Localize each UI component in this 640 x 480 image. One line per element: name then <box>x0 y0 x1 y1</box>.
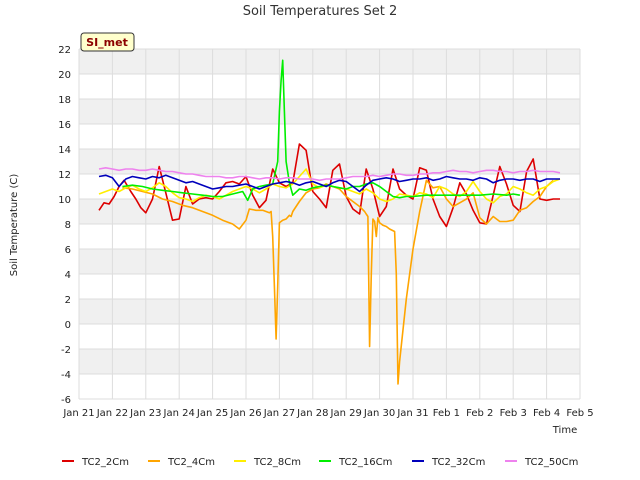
x-tick-label: Feb 5 <box>566 408 593 419</box>
y-tick-label: 14 <box>58 145 71 156</box>
y-tick-label: -6 <box>61 395 71 406</box>
series-line-tc2_2cm <box>98 143 560 228</box>
legend-item-tc2_32cm: TC2_32Cm <box>412 457 485 468</box>
y-tick-label: 12 <box>58 170 71 181</box>
legend-item-tc2_16cm: TC2_16Cm <box>319 457 392 468</box>
y-axis-label: Soil Temperature (C) <box>9 174 20 277</box>
legend-item-tc2_8cm: TC2_8Cm <box>234 457 301 468</box>
series-line-tc2_32cm <box>98 174 560 193</box>
x-tick-label: Feb 3 <box>500 408 527 419</box>
legend: TC2_2Cm TC2_4Cm TC2_8Cm TC2_16Cm TC2_32Cm TC2… <box>62 457 578 468</box>
series-line-tc2_4cm <box>122 179 554 385</box>
legend-item-tc2_2cm: TC2_2Cm <box>62 457 129 468</box>
x-tick-label: Jan 23 <box>129 408 161 419</box>
badge-label: SI_met <box>86 36 128 49</box>
y-tick-label: 4 <box>65 270 71 281</box>
y-tick-label: 16 <box>58 120 71 131</box>
x-tick-label: Jan 26 <box>229 408 261 419</box>
grid-band <box>79 149 580 174</box>
series-line-tc2_16cm <box>122 59 521 202</box>
legend-label: TC2_8Cm <box>253 457 301 468</box>
y-tick-label: -4 <box>61 370 71 381</box>
grid-band <box>79 299 580 324</box>
x-tick-label: Jan 29 <box>330 408 362 419</box>
grid-band <box>79 249 580 274</box>
badge-box <box>80 32 135 52</box>
x-tick-label: Feb 2 <box>466 408 493 419</box>
x-tick-label: Jan 21 <box>62 408 94 419</box>
legend-label: TC2_32Cm <box>431 457 485 468</box>
grid-band <box>79 349 580 374</box>
x-tick-label: Jan 25 <box>196 408 228 419</box>
x-axis-label: Time <box>552 425 577 436</box>
legend-item-tc2_50cm: TC2_50Cm <box>505 457 578 468</box>
y-tick-label: 20 <box>58 70 71 81</box>
y-tick-label: 18 <box>58 95 71 106</box>
y-tick-label: 2 <box>65 295 71 306</box>
grid-band <box>79 49 580 74</box>
x-tick-label: Feb 1 <box>433 408 460 419</box>
y-tick-label: 0 <box>65 320 71 331</box>
y-tick-label: 8 <box>65 220 71 231</box>
x-tick-label: Jan 30 <box>363 408 395 419</box>
series-line-tc2_50cm <box>98 167 561 182</box>
y-tick-label: 10 <box>58 195 71 206</box>
legend-label: TC2_4Cm <box>167 457 215 468</box>
x-tick-label: Jan 28 <box>296 408 328 419</box>
si-met-badge: SI_met <box>80 32 135 52</box>
grid-band <box>79 99 580 124</box>
plot-background <box>79 48 580 400</box>
y-tick-label: 6 <box>65 245 71 256</box>
x-tick-label: Jan 24 <box>163 408 195 419</box>
x-tick-label: Jan 31 <box>396 408 428 419</box>
legend-label: TC2_16Cm <box>338 457 392 468</box>
y-tick-labels: -6 -4 -2 0 2 4 6 8 10 12 14 16 18 20 22 <box>58 45 71 406</box>
series-layer <box>98 59 561 385</box>
legend-label: TC2_50Cm <box>524 457 578 468</box>
x-tick-label: Jan 27 <box>263 408 295 419</box>
chart-title: Soil Temperatures Set 2 <box>243 4 398 19</box>
y-tick-label: 22 <box>58 45 71 56</box>
x-tick-label: Feb 4 <box>533 408 560 419</box>
legend-label: TC2_2Cm <box>81 457 129 468</box>
grid-band <box>79 199 580 224</box>
y-tick-label: -2 <box>61 345 71 356</box>
legend-item-tc2_4cm: TC2_4Cm <box>148 457 215 468</box>
x-tick-label: Jan 22 <box>96 408 128 419</box>
x-tick-labels: Jan 21 Jan 22 Jan 23 Jan 24 Jan 25 Jan 26 Jan … <box>62 408 593 419</box>
